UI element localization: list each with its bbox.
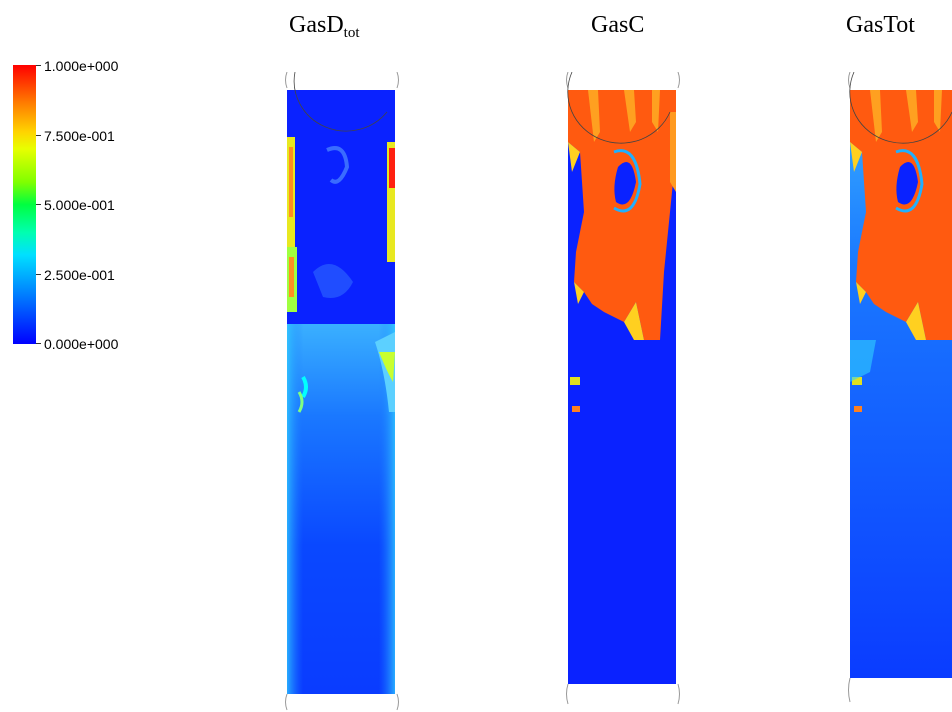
contour-column-gasdtot (283, 72, 401, 712)
legend-label-050: 5.000e-001 (44, 197, 115, 213)
legend-tick (36, 274, 41, 275)
legend-tick (36, 135, 41, 136)
legend-label-025: 2.500e-001 (44, 267, 115, 283)
legend-label-min: 0.000e+000 (44, 336, 119, 352)
panel-title-gasc: GasC (591, 12, 645, 38)
legend-tick (36, 204, 41, 205)
legend-tick (36, 65, 41, 66)
panel-title-gasdtot: GasDtot (289, 12, 360, 41)
legend-label-max: 1.000e+000 (44, 58, 119, 74)
color-scale-bar (13, 65, 36, 344)
legend-tick (36, 343, 41, 344)
contour-column-gasc (564, 72, 682, 712)
panel-title-gastot: GasTot (846, 12, 915, 38)
contour-column-gastot (846, 72, 952, 712)
legend-label-075: 7.500e-001 (44, 128, 115, 144)
